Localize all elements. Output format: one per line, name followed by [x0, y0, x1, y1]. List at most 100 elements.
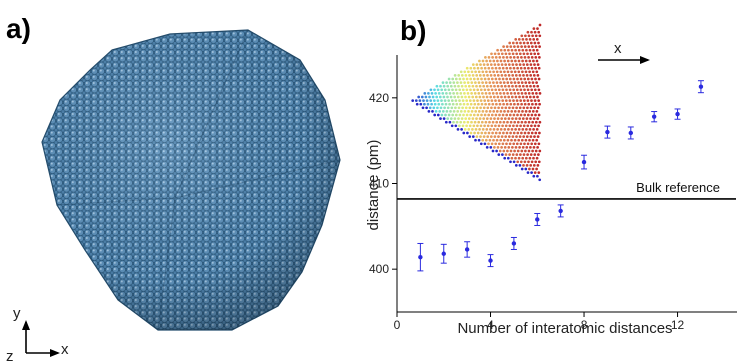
- inset-atom: [527, 102, 531, 106]
- inset-atom: [464, 74, 468, 77]
- inset-atom: [472, 99, 476, 102]
- inset-atom: [479, 99, 483, 102]
- inset-atom: [414, 99, 418, 102]
- inset-atom: [485, 95, 489, 99]
- inset-atom: [525, 38, 528, 41]
- inset-atom: [460, 74, 464, 77]
- inset-atom: [483, 77, 487, 81]
- inset-atom: [514, 95, 518, 99]
- inset-atom: [521, 146, 525, 149]
- inset-atom: [526, 171, 530, 174]
- inset-atom: [504, 124, 508, 128]
- inset-atom: [519, 99, 523, 102]
- inset-atom: [504, 153, 508, 156]
- inset-atom: [519, 142, 523, 146]
- inset-atom: [476, 113, 480, 117]
- inset-atom: [488, 59, 492, 63]
- inset-atom: [501, 124, 504, 128]
- inset-atom: [486, 99, 490, 102]
- inset-atom: [503, 59, 506, 63]
- inset-atom: [479, 106, 482, 110]
- inset-atom: [462, 131, 466, 135]
- inset-atom: [492, 70, 495, 74]
- inset-atom: [514, 146, 518, 149]
- inset-atom: [419, 102, 423, 106]
- inset-atom: [508, 113, 512, 117]
- inset-atom: [537, 171, 541, 174]
- inset-atom: [514, 164, 518, 167]
- inset-atom: [508, 52, 511, 56]
- inset-atom: [493, 146, 496, 149]
- inset-atom: [527, 45, 531, 48]
- inset-atom: [507, 146, 511, 149]
- inset-atom: [494, 88, 498, 92]
- inset-atom: [483, 124, 486, 128]
- inset-atom: [509, 149, 513, 153]
- inset-atom: [446, 95, 449, 99]
- inset-atom: [538, 102, 541, 106]
- x-axis-title: Number of interatomic distances: [457, 320, 672, 337]
- inset-atom: [471, 117, 475, 120]
- inset-atom: [502, 45, 505, 48]
- inset-atom: [522, 153, 526, 156]
- inset-atom: [484, 81, 488, 84]
- inset-atom: [492, 128, 496, 131]
- inset-atom: [521, 156, 525, 160]
- inset-atom: [532, 59, 535, 63]
- inset-atom: [463, 81, 466, 84]
- inset-atom: [538, 23, 542, 27]
- inset-atom: [486, 74, 489, 77]
- inset-atom: [536, 52, 540, 56]
- inset-atom: [522, 135, 526, 138]
- inset-atom: [508, 99, 512, 102]
- inset-atom: [500, 135, 504, 138]
- inset-atom: [518, 95, 521, 99]
- inset-atom: [463, 110, 467, 113]
- inset-atom: [462, 120, 466, 124]
- inset-atom: [475, 74, 479, 77]
- inset-atom: [528, 138, 531, 142]
- inset-atom: [475, 117, 478, 120]
- inset-atom: [481, 81, 484, 84]
- inset-atom: [518, 106, 522, 110]
- inset-atom: [479, 124, 483, 128]
- inset-atom: [530, 99, 533, 102]
- inset-atom: [524, 167, 528, 171]
- inset-atom: [503, 48, 507, 52]
- inset-atom: [466, 120, 470, 124]
- inset-atom: [491, 56, 494, 59]
- inset-atom: [472, 124, 476, 128]
- inset-atom: [516, 160, 520, 164]
- inset-atom: [537, 142, 541, 146]
- inset-atom: [473, 131, 476, 135]
- inset-atom: [494, 99, 497, 102]
- inset-atom: [502, 92, 506, 95]
- inset-atom: [448, 120, 452, 124]
- inset-atom: [467, 117, 471, 120]
- inset-atom: [526, 99, 530, 102]
- inset-atom: [529, 106, 533, 110]
- inset-atom: [431, 110, 434, 113]
- inset-atom: [478, 84, 482, 88]
- inset-atom: [481, 110, 485, 113]
- inset-atom: [532, 128, 535, 131]
- inset-atom: [517, 48, 521, 52]
- inset-atom: [474, 70, 477, 74]
- inset-atom: [521, 128, 525, 131]
- inset-atom: [524, 138, 528, 142]
- inset-atom: [454, 124, 458, 128]
- inset-atom: [509, 56, 512, 59]
- inset-atom: [447, 113, 451, 117]
- inset-atom: [505, 77, 509, 81]
- inset-atom: [485, 84, 489, 88]
- inset-atom: [513, 81, 517, 84]
- inset-atom: [537, 77, 541, 81]
- inset-atom: [521, 70, 524, 74]
- inset-atom: [493, 135, 497, 138]
- inset-atom: [534, 77, 537, 81]
- inset-cross-section: [411, 23, 542, 182]
- inset-atom: [465, 77, 469, 81]
- inset-atom: [487, 56, 491, 59]
- inset-atom: [456, 81, 459, 84]
- inset-atom: [491, 92, 495, 95]
